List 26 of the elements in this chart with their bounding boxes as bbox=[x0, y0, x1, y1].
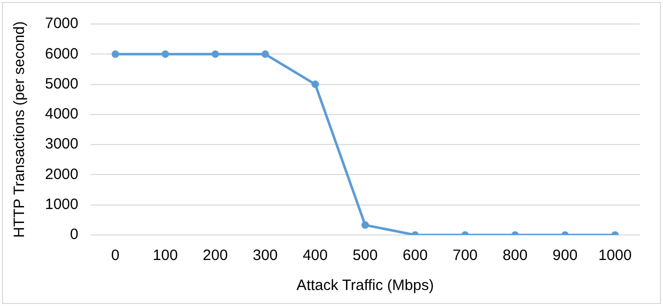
y-tick-label: 4000 bbox=[44, 106, 78, 123]
x-tick-label: 900 bbox=[552, 247, 578, 264]
y-tick-label: 7000 bbox=[44, 15, 78, 32]
y-tick-label: 6000 bbox=[44, 45, 78, 62]
x-tick-label: 700 bbox=[452, 247, 478, 264]
x-tick-label: 500 bbox=[352, 247, 378, 264]
point bbox=[162, 50, 170, 58]
x-tick-label: 600 bbox=[402, 247, 428, 264]
y-axis-title: HTTP Transactions (per second) bbox=[11, 21, 28, 238]
x-tick-label: 1000 bbox=[598, 247, 632, 264]
point bbox=[262, 50, 269, 58]
point bbox=[212, 50, 220, 58]
point bbox=[112, 50, 120, 58]
y-tick-label: 5000 bbox=[44, 75, 78, 92]
y-tick-label: 3000 bbox=[44, 136, 78, 153]
y-tick-label: 2000 bbox=[44, 166, 78, 183]
x-tick-label: 200 bbox=[202, 247, 228, 264]
point bbox=[311, 80, 319, 88]
x-axis-title: Attack Traffic (Mbps) bbox=[296, 277, 434, 294]
y-tick-label: 0 bbox=[70, 226, 78, 244]
x-tick-label: 400 bbox=[302, 247, 328, 264]
x-tick-label: 100 bbox=[152, 247, 178, 264]
x-tick-label: 300 bbox=[252, 247, 278, 264]
x-tick-label: 0 bbox=[111, 247, 120, 264]
x-tick-label: 800 bbox=[502, 247, 528, 264]
y-tick-label: 1000 bbox=[44, 196, 78, 213]
